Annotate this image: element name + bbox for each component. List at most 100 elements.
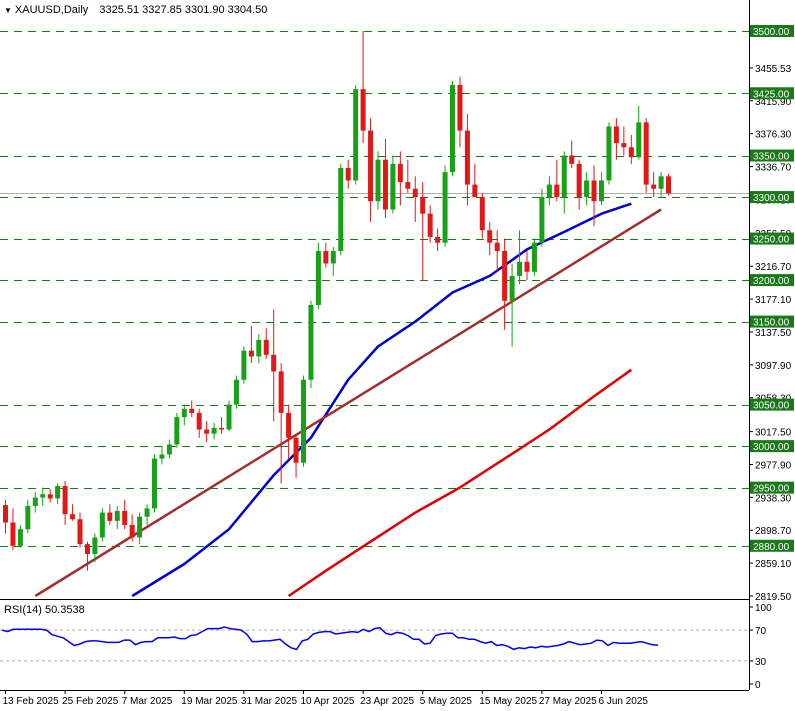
candle-body — [390, 163, 396, 210]
candle-body — [502, 251, 508, 301]
ohlc-values: 3325.51 3327.85 3301.90 3304.50 — [99, 4, 270, 16]
candle-body — [494, 242, 500, 252]
candle-body — [189, 408, 195, 413]
candle-body — [561, 155, 567, 198]
level-label: 3000.00 — [753, 442, 790, 453]
candle-body — [643, 122, 649, 185]
level-label: 3050.00 — [753, 401, 790, 412]
candle-body — [301, 379, 306, 463]
candle-body — [524, 261, 530, 272]
candle-body — [181, 408, 187, 418]
candle-body — [174, 417, 180, 445]
candle-body — [271, 354, 277, 372]
candle-body — [286, 412, 292, 438]
level-label: 3425.00 — [753, 89, 790, 100]
price-tick-label: 3177.10 — [755, 295, 792, 306]
candle-body — [248, 350, 254, 357]
time-axis: 13 Feb 2025 25 Feb 2025 7 Mar 2025 19 Mar 2… — [3, 690, 648, 707]
candle-body — [233, 379, 239, 405]
candle-body — [658, 176, 664, 189]
candle-body — [368, 130, 374, 202]
rsi-panel: 100 70 30 0 — [0, 603, 772, 691]
candle-body — [509, 275, 515, 301]
price-tick-label: 3216.70 — [755, 262, 792, 273]
price-tick-label: 3415.90 — [755, 97, 792, 108]
low-value: 3301.90 — [184, 4, 225, 16]
level-label: 3150.00 — [753, 318, 790, 329]
time-tick-label: 15 May 2025 — [479, 696, 537, 707]
level-label: 3250.00 — [753, 235, 790, 246]
candle-body — [256, 339, 262, 357]
candle-body — [129, 525, 135, 538]
candle-body — [591, 180, 597, 202]
close-value: 3304.50 — [227, 4, 268, 16]
candle-body — [621, 143, 627, 148]
level-label: 3200.00 — [753, 276, 790, 287]
candle-body — [196, 412, 202, 430]
candle-body — [62, 485, 68, 515]
candle-body — [531, 242, 537, 272]
candle-body — [159, 454, 165, 459]
candle-body — [330, 251, 336, 264]
candle-body — [263, 339, 269, 355]
time-tick-label: 23 Apr 2025 — [360, 696, 414, 707]
candle-body — [397, 163, 403, 183]
candle-body — [308, 304, 314, 380]
rsi-line — [1, 626, 659, 651]
candle-body — [32, 497, 38, 506]
candle-body — [636, 122, 642, 158]
chart-header: ▼ XAUUSD,Daily 3325.51 3327.85 3301.90 3304.… — [4, 4, 270, 16]
candle-body — [107, 512, 113, 521]
candle-body — [584, 180, 590, 198]
time-tick-label: 5 May 2025 — [420, 696, 473, 707]
candle-body — [278, 371, 284, 413]
price-tick-label: 3137.50 — [755, 328, 792, 339]
price-panel-background — [0, 0, 749, 599]
candle-body — [464, 130, 470, 185]
candle-body — [144, 508, 150, 517]
candle-body — [576, 163, 582, 198]
level-label: 2950.00 — [753, 484, 790, 495]
candle-body — [99, 512, 105, 538]
level-label: 3300.00 — [753, 193, 790, 204]
candle-body — [137, 516, 143, 538]
price-tick-label: 2977.90 — [755, 460, 792, 471]
rsi-tick-label: 30 — [755, 657, 767, 668]
candle-body — [122, 510, 128, 526]
candle-body — [293, 437, 299, 463]
level-label-box — [750, 274, 794, 287]
candle-body — [315, 251, 321, 305]
candle-body — [3, 505, 8, 523]
level-lines — [0, 31, 749, 547]
open-value: 3325.51 — [99, 4, 140, 16]
candle-body — [338, 167, 344, 252]
symbol-label: XAUUSD,Daily — [14, 4, 89, 16]
candle-body — [457, 84, 463, 131]
time-tick-label: 13 Feb 2025 — [3, 696, 60, 707]
candle-body — [450, 84, 455, 173]
price-tick-label: 2819.50 — [755, 592, 792, 603]
candle-body — [77, 519, 83, 545]
price-tick-label: 3455.53 — [755, 64, 792, 75]
rsi-tick-label: 0 — [755, 680, 761, 691]
candle-body — [613, 126, 619, 144]
time-tick-label: 25 Feb 2025 — [62, 696, 119, 707]
candle-body — [382, 159, 388, 210]
time-tick-label: 31 Mar 2025 — [241, 696, 298, 707]
candle-body — [211, 427, 217, 434]
rsi-tick-label: 70 — [755, 626, 767, 637]
candle-body — [360, 89, 366, 131]
candle-body — [472, 184, 478, 198]
candle-body — [55, 485, 61, 499]
candle-body — [517, 261, 523, 276]
candle-body — [606, 126, 612, 181]
level-label-box — [750, 539, 794, 552]
moving-average-line — [287, 368, 633, 598]
symbol-menu-icon[interactable]: ▼ — [4, 6, 12, 15]
level-label-box — [750, 191, 794, 204]
candle-body — [405, 182, 411, 189]
price-tick-label: 2938.30 — [755, 493, 792, 504]
level-label-box — [750, 315, 794, 328]
candle-body — [10, 522, 16, 546]
